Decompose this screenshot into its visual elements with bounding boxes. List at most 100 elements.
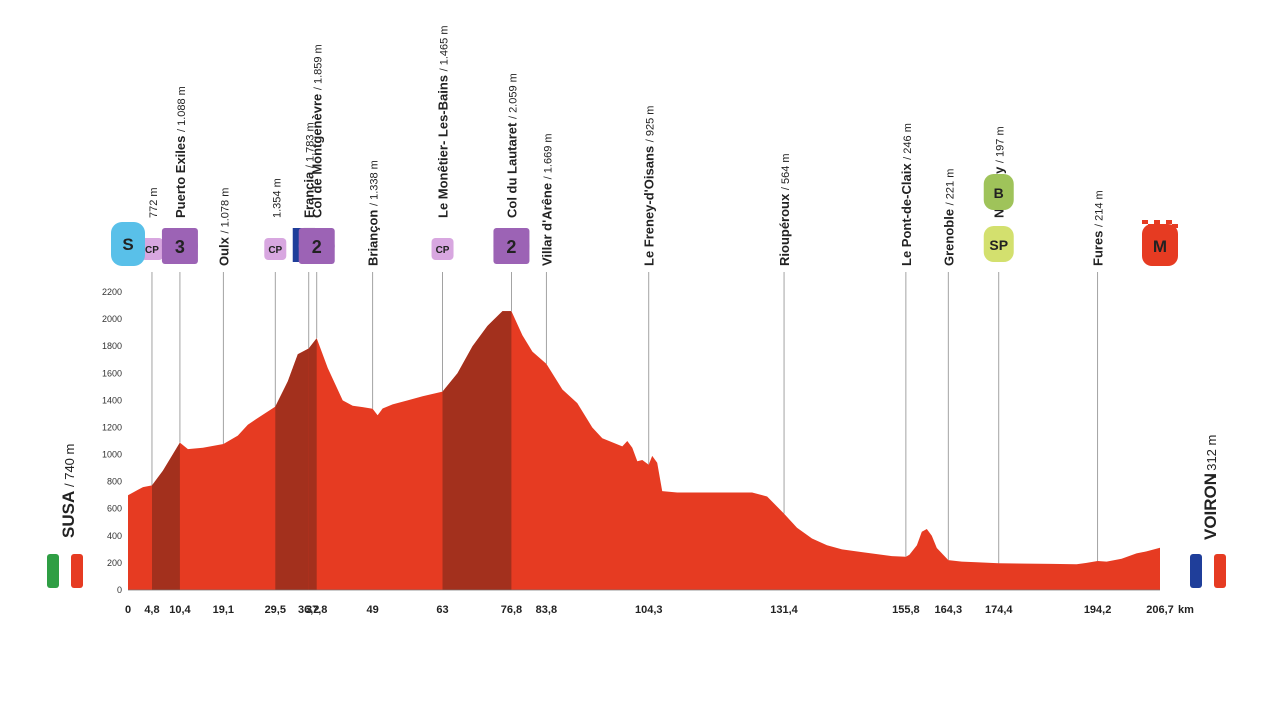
finish-checker — [1154, 220, 1160, 224]
sprint-text: SP — [989, 237, 1008, 253]
y-tick-label: 600 — [107, 504, 122, 514]
point-label: 1.354 m — [271, 178, 283, 218]
bonus-badge — [983, 174, 1014, 210]
x-tick-label: 76,8 — [501, 604, 522, 616]
x-tick-label: 36,2 — [298, 604, 319, 616]
flag-it-red — [71, 554, 83, 588]
finish-checker — [1148, 224, 1154, 228]
flag-fr-white-finish — [1202, 554, 1214, 588]
finish-checker — [1172, 224, 1178, 228]
y-tick-label: 2200 — [102, 287, 122, 297]
y-tick-label: 1000 — [102, 450, 122, 460]
y-tick-label: 1800 — [102, 341, 122, 351]
point-altitude: / 214 m — [1094, 190, 1106, 227]
finish-checker — [1160, 224, 1166, 228]
start-name: SUSA — [59, 491, 78, 538]
flag-fr-red-finish — [1214, 554, 1226, 588]
climb-segment-1 — [275, 348, 309, 590]
checkpoint-badge — [264, 238, 287, 260]
climb-badge-round — [298, 228, 335, 264]
point-altitude: / 246 m — [902, 123, 914, 160]
point-label: Villar d'Arêne / 1.669 m — [539, 133, 554, 266]
point-altitude: / 2.059 m — [507, 73, 519, 119]
x-tick-label: 164,3 — [935, 604, 963, 616]
point-altitude: / 564 m — [780, 153, 792, 190]
point-label: Puerto Exiles / 1.088 m — [173, 86, 188, 218]
point-badges: CP 3 CP 2 CP 2 SP B M S — [111, 174, 1178, 266]
checkpoint-badge — [431, 238, 454, 260]
y-tick-label: 1600 — [102, 368, 122, 378]
point-name: Oulx — [216, 233, 231, 266]
x-axis-unit: km — [1178, 604, 1194, 616]
elevation-fill — [128, 311, 1160, 590]
finish-text: M — [1153, 237, 1167, 256]
start-finish: SUSA / 740 m VOIRON / 312 m km — [59, 435, 1220, 616]
flag-fr-blue-finish — [1190, 554, 1202, 588]
x-axis: 0 4,8 10,4 19,1 29,5 36,237,8 49 63 76,8 83,8 104,… — [125, 604, 1174, 616]
point-label: Rioupéroux / 564 m — [777, 153, 792, 266]
point-label: Briançon / 1.338 m — [366, 160, 381, 266]
x-tick-label: 37,8 — [306, 604, 327, 616]
finish-name: VOIRON — [1201, 473, 1220, 540]
point-name: Grenoble — [941, 205, 956, 266]
flag-it-white — [59, 554, 71, 588]
point-label: Col de Montgenèvre / 1.859 m — [310, 44, 325, 218]
x-tick-label: 49 — [367, 604, 379, 616]
country-flags — [47, 554, 1226, 588]
point-name: Fures — [1091, 227, 1106, 266]
finish-altitude: / 312 m — [1204, 435, 1219, 478]
climb-category: 2 — [312, 237, 322, 257]
y-tick-label: 400 — [107, 531, 122, 541]
point-altitude: / 1.338 m — [369, 160, 381, 206]
point-altitude: / 1.465 m — [439, 26, 451, 72]
point-name: Rioupéroux — [777, 190, 792, 266]
checkpoint-badge — [140, 238, 163, 260]
elevation-area — [128, 311, 1160, 591]
point-label: Le Freney-d'Oisans / 925 m — [642, 106, 657, 266]
climb-category: 3 — [175, 237, 185, 257]
point-altitude: / 1.088 m — [176, 86, 188, 132]
x-tick-label: 29,5 — [265, 604, 286, 616]
point-label: 772 m — [148, 187, 160, 218]
x-tick-label: 19,1 — [213, 604, 234, 616]
climb-segment-0 — [152, 442, 180, 590]
point-altitude: / 1.783 m — [305, 122, 317, 168]
flag-it-green — [47, 554, 59, 588]
point-label: Fures / 214 m — [1091, 190, 1106, 266]
point-altitude: 772 m — [148, 187, 160, 218]
sprint-badge — [983, 226, 1014, 262]
x-tick-label: 4,8 — [144, 604, 159, 616]
point-label: Le Pont-de-Claix / 246 m — [899, 123, 914, 266]
flag-fr-blue — [292, 228, 304, 262]
point-altitude: / 1.078 m — [219, 188, 231, 234]
guide-lines — [151, 272, 1099, 564]
x-tick-label: 131,4 — [770, 604, 798, 616]
point-altitude: / 221 m — [944, 169, 956, 206]
point-label: Oulx / 1.078 m — [216, 188, 231, 266]
y-axis: 0 200 400 600 800 1000 1200 1400 1600 1800 2000 220… — [102, 287, 122, 595]
point-name: Le Freney-d'Oisans — [642, 142, 657, 266]
point-altitude: / 1.859 m — [313, 44, 325, 90]
y-tick-label: 1400 — [102, 395, 122, 405]
climb-badge-round — [161, 228, 198, 264]
point-labels: 772 m Puerto Exiles / 1.088 m Oulx / 1.078… — [148, 26, 1106, 267]
y-tick-label: 200 — [107, 558, 122, 568]
x-tick-label: 83,8 — [536, 604, 557, 616]
x-tick-label: 174,4 — [985, 604, 1013, 616]
x-tick-label: 155,8 — [892, 604, 920, 616]
point-altitude: / 925 m — [645, 106, 657, 143]
x-tick-label: 63 — [436, 604, 448, 616]
bonus-text: B — [994, 185, 1004, 201]
point-name: Francia — [302, 168, 317, 218]
point-name: Le Pont-de-Claix — [899, 160, 914, 266]
point-name: Villar d'Arêne — [539, 179, 554, 266]
point-name: Le Monêtier- Les-Bains — [436, 71, 451, 218]
point-label: Col du Lautaret / 2.059 m — [504, 73, 519, 218]
checkpoint-text: CP — [145, 245, 159, 256]
checkpoint-text: CP — [436, 245, 450, 256]
point-label: Francia / 1.783 m — [302, 122, 317, 218]
x-tick-label: 206,7 — [1146, 604, 1174, 616]
point-name: Briançon — [366, 206, 381, 266]
start-badge — [111, 222, 145, 266]
